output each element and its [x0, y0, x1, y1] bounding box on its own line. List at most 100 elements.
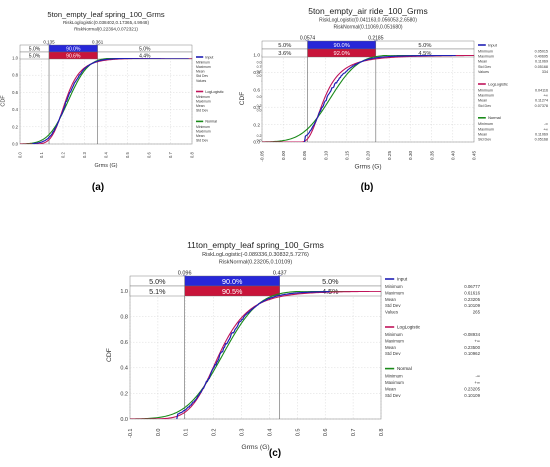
legend-stat-key: Std Dev [478, 65, 491, 69]
y-tick-label: 0.0 [253, 140, 260, 146]
percent-bar-middle-label: 90.0% [66, 46, 81, 52]
panel-label: (c) [269, 448, 281, 459]
x-tick-label: 0.2 [60, 152, 65, 158]
percent-bar-left-label: 5.0% [278, 43, 291, 49]
percent-bar-middle-label: 90.0% [222, 277, 243, 286]
x-tick-label: 0.30 [408, 150, 414, 160]
legend-stat-key: Minimum [478, 88, 493, 92]
legend-stat-key: Mean [478, 99, 487, 103]
legend-stat-key: Mean [196, 70, 205, 74]
legend-stat-value: 0.11069 [535, 132, 548, 136]
x-tick-label: 0.45 [472, 150, 478, 160]
x-tick-label: 0.3 [239, 429, 245, 437]
legend-stat-key: Maximum [478, 127, 494, 131]
legend-stat-value: 0.10109 [464, 393, 480, 398]
x-axis-label: Grms (G) [241, 444, 269, 451]
marker-label-low: 0.135 [43, 40, 55, 45]
y-tick-label: 0.8 [253, 70, 260, 76]
x-tick-label: 0.00 [281, 150, 287, 160]
y-tick-label: 1.0 [253, 53, 260, 59]
legend-stat-key: Mean [385, 297, 396, 302]
chart-subtitle-loglogistic: RiskLogLogistic(-0.089336,0.30832,5.7276… [202, 252, 309, 258]
series-normal-line [262, 55, 474, 142]
percent-bar-left-label: 5.0% [149, 277, 166, 286]
legend-stat-value: 0.10962 [464, 351, 480, 356]
y-axis-label: CDF [106, 348, 113, 362]
y-tick-label: 0.0 [12, 141, 18, 146]
chart-title: 5ton_empty_air ride_100_Grms [308, 6, 428, 16]
y-tick-label: 0.6 [120, 340, 128, 346]
x-axis-label: Grms (G) [354, 164, 381, 171]
legend-stat-key: Values [196, 79, 206, 83]
legend-series-name: Input [488, 42, 498, 47]
percent-bar-right-label: 5.0% [418, 43, 431, 49]
chart-panel-2: 5ton_empty_air ride_100_Grms RiskLogLogis… [239, 6, 549, 193]
y-tick-label: 0.0 [120, 417, 128, 423]
legend-series-name: Normal [488, 115, 501, 120]
legend-stat-key: Std Dev [478, 138, 491, 142]
percent-bar-left-label: 3.6% [278, 51, 291, 57]
y-tick-label: 1.0 [12, 55, 18, 60]
legend-stat-value: 0.40695 [535, 54, 548, 58]
y-tick-label: 1.0 [120, 289, 128, 295]
chart-subtitle-loglogistic: RiskLogLogistic(0.041163,0.056053,2.6580… [319, 18, 417, 24]
legend-stat-key: Mean [478, 132, 487, 136]
legend-stat-value: 0.23205 [464, 297, 480, 302]
legend-stat-key: Minimum [385, 332, 403, 337]
x-tick-label: 0.4 [103, 152, 108, 158]
legend-stat-key: Std Dev [196, 109, 208, 113]
percent-bar-middle-label: 90.6% [66, 53, 81, 59]
legend-stat-key: Maximum [478, 54, 494, 58]
legend-series-name: Normal [397, 366, 412, 371]
x-tick-label: 0.15 [344, 150, 350, 160]
chart-subtitle-loglogistic: RiskLoglogistic(0.038402,0.17365,4.9948) [63, 20, 150, 25]
legend-stat-key: Std Dev [196, 74, 208, 78]
x-tick-label: 0.8 [189, 152, 194, 158]
x-tick-label: 0.5 [125, 152, 130, 158]
x-tick-label: 0.1 [39, 152, 44, 158]
legend-stat-key: Std Dev [385, 351, 401, 356]
legend-stat-value: -∞ [475, 374, 480, 379]
legend-stat-key: Maximum [478, 93, 494, 97]
y-axis-label: CDF [239, 92, 246, 105]
legend-stat-key: Values [478, 70, 489, 74]
legend-stat-key: Std Dev [196, 139, 208, 143]
marker-label-high: 0.2185 [368, 36, 384, 42]
legend-stat-key: Minimum [196, 125, 210, 129]
y-axis-label: CDF [1, 95, 7, 107]
legend-stat-value: +∞ [543, 127, 548, 131]
y-tick-label: 0.8 [12, 73, 18, 78]
y-tick-label: 0.4 [253, 105, 260, 111]
y-tick-label: 0.6 [253, 87, 260, 93]
x-axis-label: Grms (G) [95, 163, 118, 169]
legend-stat-value: 0.11069 [535, 60, 548, 64]
y-tick-label: 0.4 [12, 107, 18, 112]
x-tick-label: 0.5 [295, 429, 301, 437]
legend-stat-value: 0.06777 [464, 284, 480, 289]
series-input-line [32, 58, 189, 144]
legend-stat-value: 0.05015 [535, 49, 548, 53]
legend-series-name: Input [397, 277, 408, 282]
legend-stat-key: Maximum [385, 338, 404, 343]
legend-series-name: Normal [205, 120, 217, 124]
y-tick-label: 0.8 [120, 315, 128, 321]
x-tick-label: 0.05 [302, 150, 308, 160]
x-tick-label: -0.1 [128, 429, 134, 438]
chart-subtitle-normal: RiskNormal(0.22394,0.072321) [74, 27, 138, 32]
marker-label-low: 0.096 [178, 271, 192, 277]
legend-series-name: LogLogistic [397, 325, 421, 330]
percent-bar-left-label: 5.0% [29, 46, 41, 52]
legend-stat-value: +∞ [543, 93, 548, 97]
legend-stat-key: Minimum [196, 60, 210, 64]
series-input-line [303, 55, 456, 142]
chart-subtitle-normal: RiskNormal(0.23205,0.10109) [219, 260, 293, 266]
percent-bar-left-label: 5.0% [29, 53, 41, 59]
legend-stat-key: Maximum [196, 100, 211, 104]
legend-stat-value: 0.10109 [464, 303, 480, 308]
legend-stat-key: Std Dev [385, 393, 401, 398]
legend-stat-key: Minimum [196, 95, 210, 99]
chart-title: 5ton_empty_leaf spring_100_Grms [47, 10, 164, 19]
panel-label: (a) [92, 182, 104, 193]
percent-bar-middle-label: 90.0% [334, 43, 350, 49]
